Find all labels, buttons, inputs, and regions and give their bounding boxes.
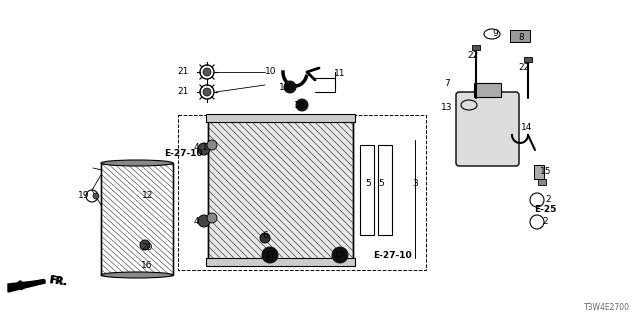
Text: 19: 19 xyxy=(78,190,90,199)
Text: 3: 3 xyxy=(412,179,418,188)
Text: 20: 20 xyxy=(141,243,153,252)
Bar xyxy=(208,120,353,260)
Text: 18: 18 xyxy=(294,101,306,110)
Text: 22: 22 xyxy=(518,63,530,73)
Text: 2: 2 xyxy=(542,218,548,227)
Bar xyxy=(534,165,544,179)
Bar xyxy=(538,179,546,185)
Text: 8: 8 xyxy=(518,34,524,43)
Ellipse shape xyxy=(101,160,173,166)
Text: 18: 18 xyxy=(279,83,291,92)
Bar xyxy=(472,45,480,50)
Circle shape xyxy=(260,233,270,243)
Circle shape xyxy=(284,81,296,93)
Text: 17: 17 xyxy=(334,252,346,260)
Text: 16: 16 xyxy=(141,260,153,269)
Text: 13: 13 xyxy=(441,102,452,111)
Text: 10: 10 xyxy=(265,68,276,76)
Text: 15: 15 xyxy=(540,167,552,177)
Text: E-27-10: E-27-10 xyxy=(372,252,412,260)
Bar xyxy=(178,115,426,270)
FancyBboxPatch shape xyxy=(456,92,519,166)
Text: 1: 1 xyxy=(202,143,208,153)
Bar xyxy=(101,163,173,275)
Polygon shape xyxy=(8,280,45,292)
Circle shape xyxy=(203,68,211,76)
Text: 17: 17 xyxy=(265,252,276,260)
Text: 11: 11 xyxy=(334,69,346,78)
Text: 22: 22 xyxy=(467,51,479,60)
Text: E-25: E-25 xyxy=(534,205,556,214)
Text: FR.: FR. xyxy=(49,275,68,287)
Text: 4: 4 xyxy=(193,218,199,227)
Text: 4: 4 xyxy=(193,143,199,153)
Bar xyxy=(206,114,355,122)
Circle shape xyxy=(93,193,99,199)
Text: 2: 2 xyxy=(545,196,551,204)
Text: FR.: FR. xyxy=(48,275,67,287)
Circle shape xyxy=(198,215,210,227)
Text: 21: 21 xyxy=(177,87,189,97)
Text: 5: 5 xyxy=(378,179,384,188)
Bar xyxy=(524,57,532,62)
Text: 14: 14 xyxy=(522,123,532,132)
Text: 12: 12 xyxy=(142,191,154,201)
Bar xyxy=(510,30,530,42)
Circle shape xyxy=(207,213,217,223)
Text: 9: 9 xyxy=(492,29,498,38)
Circle shape xyxy=(296,99,308,111)
Text: 6: 6 xyxy=(262,231,268,241)
Bar xyxy=(101,163,173,275)
Circle shape xyxy=(332,247,348,263)
Circle shape xyxy=(198,143,210,155)
Bar xyxy=(206,258,355,266)
Ellipse shape xyxy=(101,272,173,278)
Text: 5: 5 xyxy=(365,179,371,188)
Text: T3W4E2700: T3W4E2700 xyxy=(584,303,630,312)
Circle shape xyxy=(203,88,211,96)
Text: E-27-10: E-27-10 xyxy=(164,148,202,157)
Bar xyxy=(474,83,501,97)
Circle shape xyxy=(140,240,150,250)
Circle shape xyxy=(207,140,217,150)
Text: 21: 21 xyxy=(177,68,189,76)
Bar xyxy=(208,120,353,260)
Circle shape xyxy=(262,247,278,263)
Text: 7: 7 xyxy=(444,78,450,87)
Bar xyxy=(360,145,374,235)
Bar xyxy=(378,145,392,235)
